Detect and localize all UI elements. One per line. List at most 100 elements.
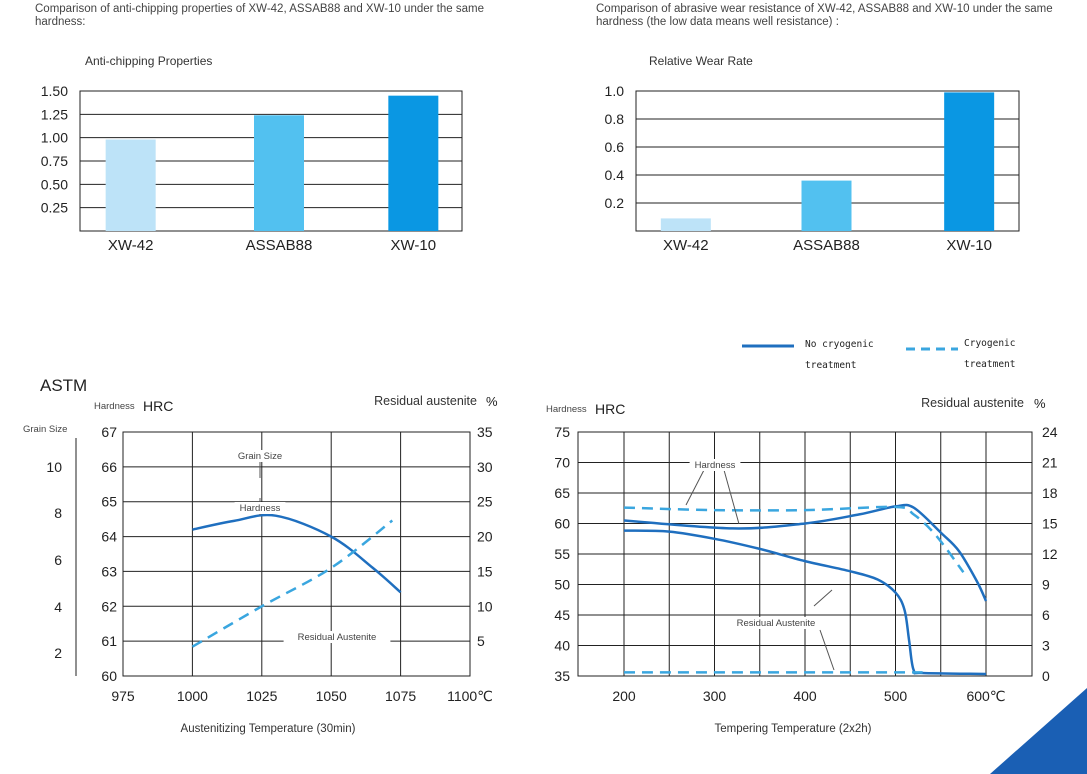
bar-chart-1-y-tick: 1.50	[41, 83, 68, 99]
astm-left-tick: 64	[101, 529, 117, 545]
bar-chart-1-x-tick: XW-42	[108, 237, 154, 254]
bar-chart-1-y-tick: 0.75	[41, 153, 68, 169]
astm-hardness-line	[192, 513, 402, 594]
astm-right-tick: 30	[477, 459, 493, 475]
tempering-residual-leader-a	[813, 589, 833, 607]
legend-no-cryogenic-line1: No cryogenic	[805, 339, 874, 350]
bar-chart-2-y-tick: 0.6	[605, 139, 625, 155]
bar-chart-2-bar	[801, 180, 852, 231]
astm-residual-austenite-line	[191, 519, 394, 648]
tempering-x-tick: 300	[703, 688, 727, 704]
astm-residual-austenite-annotation-bg	[283, 631, 391, 643]
astm-chart-title: ASTM	[40, 376, 87, 395]
astm-x-tick: 975	[111, 688, 135, 704]
astm-grain-tick: 2	[54, 645, 62, 661]
tempering-residual-austenite-annotation-bg	[722, 617, 830, 629]
tempering-x-axis-label: Tempering Temperature (2x2h)	[714, 723, 871, 735]
tempering-x-tick: 400	[793, 688, 817, 704]
astm-right-tick: 5	[477, 633, 485, 649]
tempering-left-tick: 35	[554, 668, 570, 684]
tempering-left-tick: 65	[554, 485, 570, 501]
tempering-right-tick: 15	[1042, 516, 1058, 532]
tempering-left-axis-label-small: Hardness	[546, 404, 587, 415]
tempering-right-axis-unit: %	[1034, 396, 1046, 411]
tempering-hardness-no-cryogenic-line	[623, 503, 988, 602]
astm-right-tick: 20	[477, 529, 493, 545]
tempering-left-tick: 55	[554, 546, 570, 562]
astm-grain-size-axis-label: Grain Size	[23, 424, 67, 435]
legend-no-cryogenic-line2: treatment	[805, 360, 856, 371]
astm-residual-austenite-annotation: Residual Austenite	[298, 632, 377, 643]
tempering-right-tick: 3	[1042, 638, 1050, 654]
anti-chipping-caption: Comparison of anti-chipping properties o…	[35, 3, 484, 28]
tempering-x-tick: 500	[884, 688, 908, 704]
tempering-residual-leader-b	[819, 629, 835, 671]
bar-chart-2-y-tick: 0.2	[605, 195, 625, 211]
tempering-left-tick: 50	[554, 577, 570, 593]
tempering-hardness-leader-b	[723, 469, 740, 525]
astm-right-axis-label: Residual austenite	[374, 394, 477, 408]
astm-left-axis-label: HRC	[143, 398, 173, 414]
astm-x-tick: 1075	[385, 688, 416, 704]
tempering-x-tick: 600℃	[966, 688, 1005, 704]
bar-chart-1-x-tick: XW-10	[391, 237, 437, 254]
tempering-left-tick: 70	[554, 455, 570, 471]
astm-grain-tick: 10	[46, 459, 62, 475]
bar-chart-2-y-tick: 0.4	[605, 167, 625, 183]
astm-left-tick: 65	[101, 494, 117, 510]
bar-chart-1-y-tick: 1.00	[41, 130, 68, 146]
bar-chart-2-bar	[660, 218, 711, 231]
tempering-residual-no-cryogenic-line	[623, 529, 987, 676]
legend-cryogenic-line2: treatment	[964, 359, 1015, 370]
astm-grain-tick: 6	[54, 552, 62, 568]
wear-chart-title: Relative Wear Rate	[649, 54, 753, 68]
bar-chart-1-bar	[105, 139, 156, 231]
astm-x-tick: 1100℃	[447, 688, 493, 704]
tempering-residual-austenite-annotation: Residual Austenite	[737, 618, 816, 629]
astm-x-axis-label: Austenitizing Temperature (30min)	[181, 723, 356, 735]
astm-left-tick: 66	[101, 459, 117, 475]
astm-grain-size-annotation: Grain Size	[238, 451, 282, 462]
tempering-right-tick: 21	[1042, 455, 1058, 471]
bar-chart-2-y-tick: 0.8	[605, 111, 625, 127]
astm-left-tick: 60	[101, 668, 117, 684]
bar-chart-1-x-tick: ASSAB88	[246, 237, 313, 254]
tempering-hardness-annotation: Hardness	[695, 460, 736, 471]
astm-x-tick: 1000	[177, 688, 208, 704]
tempering-left-tick: 40	[554, 638, 570, 654]
astm-hardness-annotation: Hardness	[240, 503, 281, 514]
astm-x-tick: 1050	[316, 688, 347, 704]
tempering-right-tick: 18	[1042, 485, 1058, 501]
tempering-right-axis-label: Residual austenite	[921, 396, 1024, 410]
tempering-hardness-cryogenic-line	[623, 505, 965, 574]
tempering-right-tick: 24	[1042, 424, 1058, 440]
bar-chart-2-x-tick: XW-10	[946, 237, 992, 254]
anti-chipping-chart-title: Anti-chipping Properties	[85, 54, 212, 68]
tempering-hardness-leader-a	[685, 469, 705, 506]
astm-grain-size-annotation-bg	[229, 450, 291, 462]
bar-chart-2-x-tick: XW-42	[663, 237, 709, 254]
astm-grain-tick: 4	[54, 599, 62, 615]
astm-x-tick: 1025	[246, 688, 277, 704]
bar-chart-2-x-tick: ASSAB88	[793, 237, 860, 254]
tempering-hardness-annotation-bg	[689, 459, 741, 471]
astm-grain-tick: 8	[54, 505, 62, 521]
astm-right-axis-unit: %	[486, 394, 498, 409]
tempering-right-tick: 12	[1042, 546, 1058, 562]
astm-left-axis-label-small: Hardness	[94, 401, 135, 412]
tempering-right-tick: 0	[1042, 668, 1050, 684]
tempering-right-tick: 9	[1042, 577, 1050, 593]
astm-left-tick: 67	[101, 424, 117, 440]
astm-left-tick: 63	[101, 563, 117, 579]
bar-chart-2-y-tick: 1.0	[605, 83, 625, 99]
tempering-left-tick: 60	[554, 516, 570, 532]
corner-decoration-shape	[990, 688, 1087, 774]
astm-right-tick: 25	[477, 494, 493, 510]
astm-right-tick: 15	[477, 563, 493, 579]
tempering-left-axis-label: HRC	[595, 401, 625, 417]
bar-chart-1-y-tick: 1.25	[41, 106, 68, 122]
tempering-right-tick: 6	[1042, 607, 1050, 623]
astm-right-tick: 10	[477, 598, 493, 614]
astm-right-tick: 35	[477, 424, 493, 440]
